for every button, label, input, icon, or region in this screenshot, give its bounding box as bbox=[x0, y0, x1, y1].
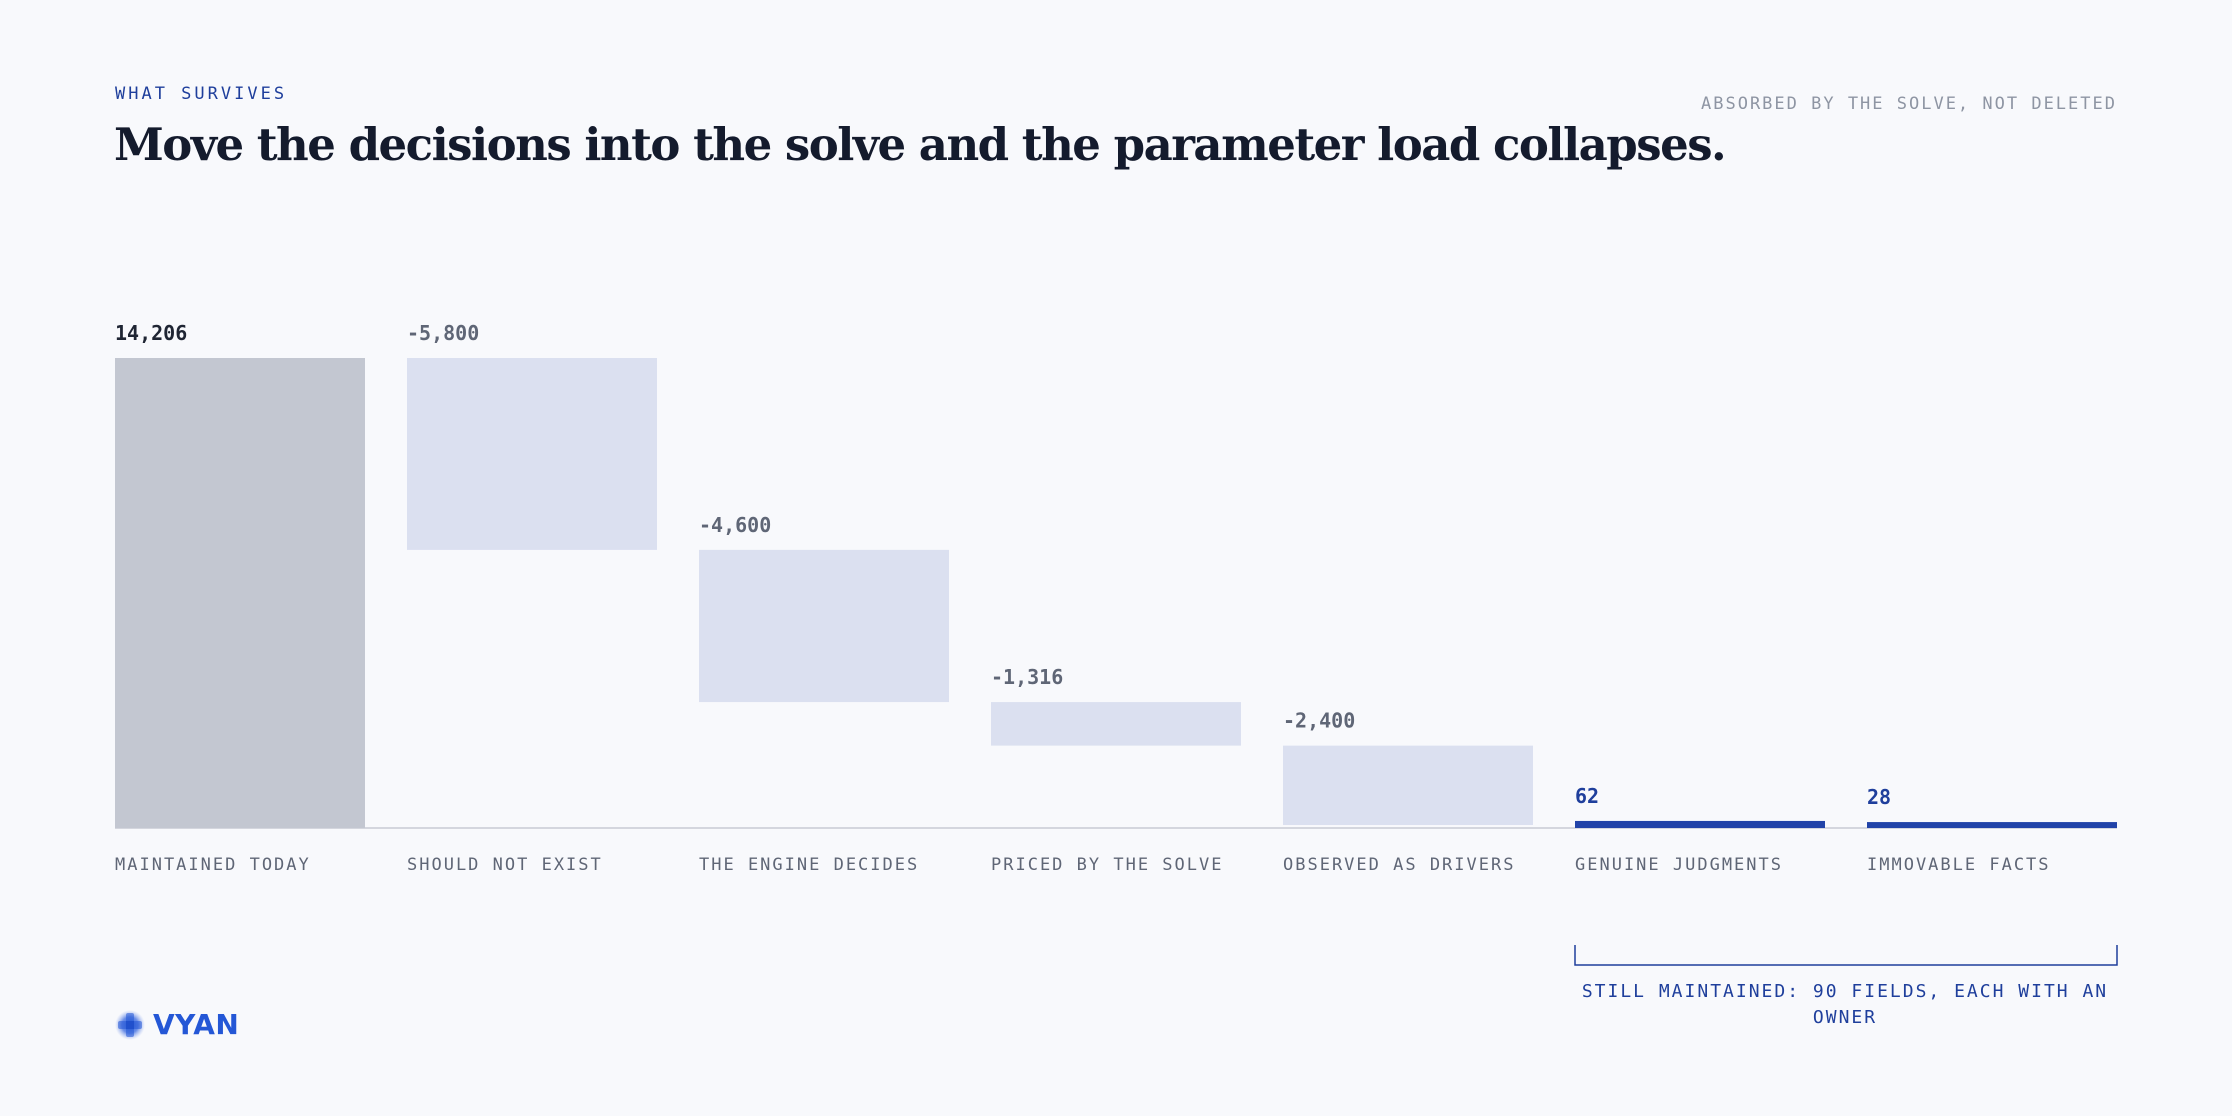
value-label: 62 bbox=[1575, 784, 1599, 808]
value-label: -5,800 bbox=[407, 321, 479, 345]
category-label: OBSERVED AS DRIVERS bbox=[1283, 855, 1515, 875]
bar-should-not-exist bbox=[407, 358, 657, 550]
bar-observed-as-drivers bbox=[1283, 745, 1533, 826]
value-label: 28 bbox=[1867, 785, 1891, 809]
value-label: 14,206 bbox=[115, 321, 187, 345]
category-label: GENUINE JUDGMENTS bbox=[1575, 855, 1783, 875]
category-label: IMMOVABLE FACTS bbox=[1867, 855, 2051, 875]
category-label: SHOULD NOT EXIST bbox=[407, 855, 603, 875]
value-label: -1,316 bbox=[991, 665, 1063, 689]
value-label: -2,400 bbox=[1283, 709, 1355, 733]
bar-genuine-judgments bbox=[1575, 820, 1825, 828]
bracket bbox=[1574, 945, 2118, 966]
brand: VYAN bbox=[115, 1008, 239, 1041]
bar-the-engine-decides bbox=[699, 549, 949, 703]
category-label: THE ENGINE DECIDES bbox=[699, 855, 919, 875]
category-label: MAINTAINED TODAY bbox=[115, 855, 311, 875]
category-label: PRICED BY THE SOLVE bbox=[991, 855, 1223, 875]
value-label: -4,600 bbox=[699, 513, 771, 537]
bar-priced-by-the-solve bbox=[991, 702, 1241, 746]
bar-maintained-today bbox=[115, 358, 365, 828]
chart-title: Move the decisions into the solve and th… bbox=[114, 118, 1727, 171]
star-burst-icon bbox=[115, 1009, 145, 1040]
bracket-annotation: STILL MAINTAINED: 90 FIELDS, EACH WITH A… bbox=[1581, 981, 2109, 1028]
kicker-label: ABSORBED BY THE SOLVE, NOT DELETED bbox=[1701, 94, 2117, 114]
bar-immovable-facts bbox=[1867, 822, 2117, 828]
brand-name: VYAN bbox=[153, 1008, 240, 1041]
eyebrow-label: WHAT SURVIVES bbox=[115, 84, 288, 104]
